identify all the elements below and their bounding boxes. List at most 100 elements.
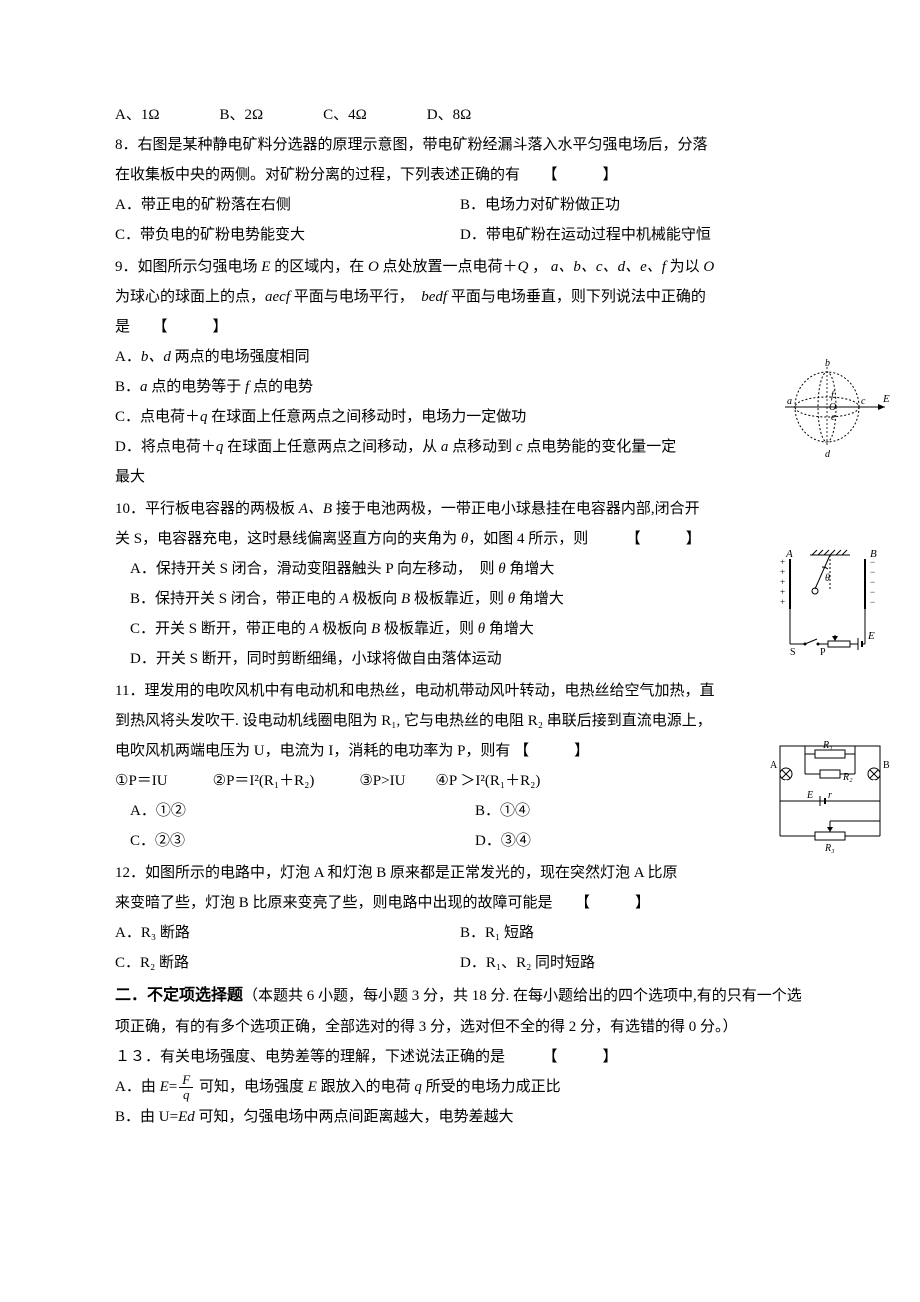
q13-a-post: 可知，电场强度 (195, 1079, 308, 1095)
q9-b-f: f (245, 379, 253, 395)
q9-s2-post: 平面与电场垂直，则下列说法中正确的 (451, 289, 706, 305)
svg-text:−: − (870, 597, 875, 607)
q9-b-post: 点的电势 (253, 379, 313, 395)
q8-choice-a: A．带正电的矿粉落在右侧 (115, 190, 460, 220)
q13-b: B．由 U=Ed 可知，匀强电场中两点间距离越大，电势差越大 (115, 1102, 805, 1132)
q10-b-pre: B．保持开关 S 闭合，带正电的 (130, 591, 340, 607)
q7-choices: A、1Ω B、2Ω C、4Ω D、8Ω (115, 100, 805, 130)
q10-s1-post: 接于电池两极，一带正电小球悬挂在电容器内部,闭合开 (336, 501, 700, 517)
q13-a-eq: = (169, 1079, 177, 1095)
q11-stem3: 电吹风机两端电压为 U，电流为 I，消耗的电功率为 P，则有 【 】 (115, 736, 805, 766)
q12-d: D．R₁、R₂ 同时短路 (460, 948, 805, 978)
q9-d-post: 点电势能的变化量一定 (526, 439, 676, 455)
section2-head: 二．不定项选择题 (115, 987, 243, 1004)
q13-a-mid: 跟放入的电荷 (321, 1079, 415, 1095)
q10-s1-pre: 10．平行板电容器的两极板 (115, 501, 299, 517)
q10-b-th: θ (508, 591, 519, 607)
q11-exprs: ①P＝IU ②P＝I²(R₁＋R₂) ③P>IU ④P ＞I²(R₁＋R₂) (115, 766, 805, 796)
svg-text:−: − (870, 567, 875, 577)
q10-b-m: 极板向 (352, 591, 401, 607)
cir-E: E (806, 790, 813, 801)
q13-b-post: 可知，匀强电场中两点间距离越大，电势差越大 (198, 1109, 513, 1125)
q13-a-post2: 所受的电场力成正比 (426, 1079, 561, 1095)
q8-stem2: 在收集板中央的两侧。对矿粉分离的过程，下列表述正确的有 【 】 (115, 160, 805, 190)
q10-s1-AB: A、B (299, 501, 336, 517)
cap-theta: θ (825, 573, 830, 584)
q8: 8．右图是某种静电矿料分选器的原理示意图，带电矿粉经漏斗落入水平匀强电场后，分落… (115, 130, 805, 250)
q9-stem2: 为球心的球面上的点，aecf 平面与电场平行， bedf 平面与电场垂直，则下列… (115, 282, 805, 312)
q9-d-cont: 最大 (115, 462, 805, 492)
q9-d-a: a (441, 439, 452, 455)
q8-choice-c: C．带负电的矿粉电势能变大 (115, 220, 460, 250)
sph-O: O (829, 402, 836, 413)
cir-R2: R₂ (842, 772, 853, 783)
q9-d-c: c (516, 439, 526, 455)
q9-s1-post: 为以 (670, 259, 704, 275)
q9-s2-pre: 为球心的球面上的点， (115, 289, 265, 305)
q10-c-th: θ (478, 621, 489, 637)
q13-a-E: E (160, 1079, 169, 1095)
q10-stem1: 10．平行板电容器的两极板 A、B 接于电池两极，一带正电小球悬挂在电容器内部,… (115, 494, 805, 524)
q9-c-pre: C．点电荷＋ (115, 409, 200, 425)
q11-d: D．③④ (460, 826, 805, 856)
sph-b: b (825, 358, 830, 369)
q11-stem2: 到热风将头发吹干. 设电动机线圈电阻为 R₁, 它与电热丝的电阻 R₂ 串联后接… (115, 706, 805, 736)
svg-text:+: + (780, 597, 785, 607)
q10-c-post: 角增大 (489, 621, 534, 637)
q7-choice-c: C、4Ω (323, 100, 367, 130)
q10-s2-post: ，如图 4 所示，则 【 】 (468, 531, 701, 547)
q11-a: A．①② (115, 796, 460, 826)
page-container: A、1Ω B、2Ω C、4Ω D、8Ω 8．右图是某种静电矿料分选器的原理示意图… (0, 0, 920, 1174)
q7-choice-a: A、1Ω (115, 100, 159, 130)
q9-a-post: 两点的电场强度相同 (175, 349, 310, 365)
q13: １３．有关电场强度、电势差等的理解，下述说法正确的是 【 】 A．由 E=Fq … (115, 1042, 805, 1132)
q7-choice-d: D、8Ω (427, 100, 471, 130)
q9-s1-pre: 9．如图所示匀强电场 (115, 259, 261, 275)
q11-stem1: 11．理发用的电吹风机中有电动机和电热丝，电动机带动风叶转动，电热丝给空气加热，… (115, 676, 805, 706)
q13-a-E2: E (308, 1079, 321, 1095)
q9-d-m: 在球面上任意两点之间移动，从 (227, 439, 441, 455)
q9-s1-O2: O (703, 259, 714, 275)
sph-e: e (831, 412, 836, 423)
q10: 10．平行板电容器的两极板 A、B 接于电池两极，一带正电小球悬挂在电容器内部,… (115, 494, 805, 674)
q9-s1-m2: 点处放置一点电荷＋ (379, 259, 518, 275)
circuit-diagram: A B R₁ R₂ R₃ E r (765, 736, 895, 856)
q9-s1-O: O (368, 259, 379, 275)
q8-choice-d: D．带电矿粉在运动过程中机械能守恒 (460, 220, 805, 250)
q9-s1-letters: a、b、c、d、e、f (547, 259, 669, 275)
fraction-icon: Fq (179, 1073, 193, 1103)
q9-a-pre: A． (115, 349, 141, 365)
cir-B: B (883, 760, 890, 771)
q10-a-post: 角增大 (509, 561, 554, 577)
q10-a-th: θ (498, 561, 509, 577)
svg-text:+: + (780, 587, 785, 597)
q11-c: C．②③ (115, 826, 460, 856)
q13-a-den: q (179, 1088, 193, 1102)
q9-a-bd: b、d (141, 349, 175, 365)
q9-s2-bedf: bedf (421, 289, 451, 305)
cir-R1: R₁ (822, 740, 833, 751)
q13-a-pre: A．由 (115, 1079, 160, 1095)
q10-a: A．保持开关 S 闭合，滑动变阻器触头 P 向左移动， 则 θ 角增大 (115, 554, 805, 584)
q10-stem2: 关 S，电容器充电，这时悬线偏离竖直方向的夹角为 θ，如图 4 所示，则 【 】 (115, 524, 805, 554)
q10-c-m2: 极板靠近，则 (384, 621, 478, 637)
cap-S: S (790, 647, 796, 658)
q9-s2-aecf: aecf (265, 289, 294, 305)
q13-b-pre: B．由 U= (115, 1109, 178, 1125)
q13-b-E: E (178, 1109, 187, 1125)
cir-r: r (828, 790, 832, 801)
cap-P: P (820, 647, 826, 658)
section2: 二．不定项选择题（本题共 6 小题，每小题 3 分，共 18 分. 在每小题给出… (115, 980, 805, 1042)
q10-c-B: B (371, 621, 384, 637)
cir-R3: R₃ (824, 843, 835, 854)
q10-d: D．开关 S 断开，同时剪断细绳，小球将做自由落体运动 (115, 644, 805, 674)
svg-text:+: + (780, 567, 785, 577)
q10-b-A: A (340, 591, 353, 607)
q9-b: B．a 点的电势等于 f 点的电势 (115, 372, 805, 402)
q13-a-q: q (414, 1079, 425, 1095)
q9-c-q: q (200, 409, 211, 425)
q7-choice-b: B、2Ω (219, 100, 263, 130)
q10-c-m: 极板向 (322, 621, 371, 637)
q12-c: C．R₂ 断路 (115, 948, 460, 978)
q9-d-q: q (216, 439, 227, 455)
